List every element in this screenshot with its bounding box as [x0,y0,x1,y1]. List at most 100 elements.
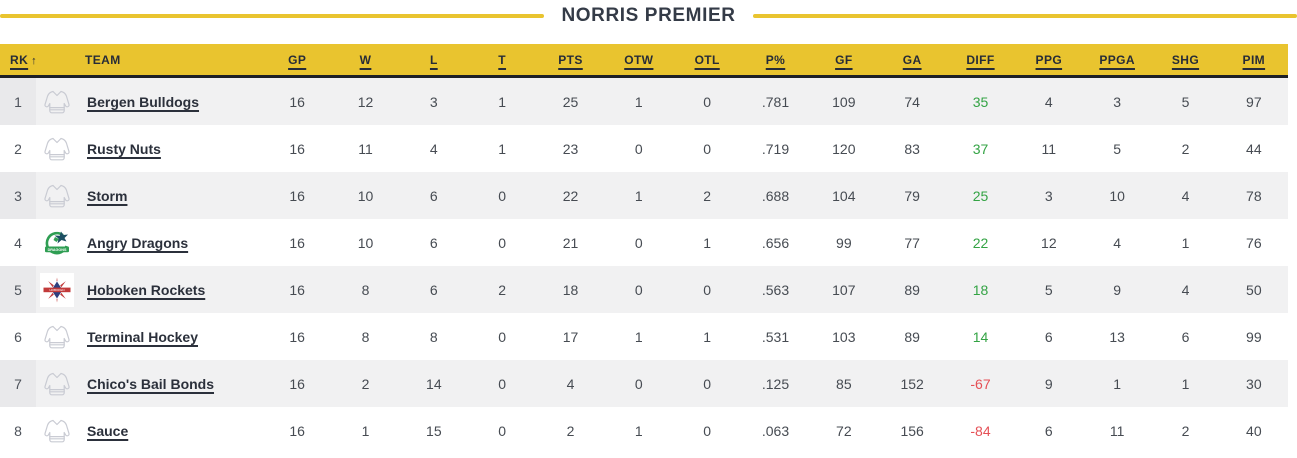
stat-ga: 89 [904,328,920,345]
stat-gf: 109 [832,93,856,110]
stat-l: 14 [426,375,442,392]
stat-pts: 2 [566,422,575,439]
stat-pim: 99 [1246,328,1262,345]
dragons-logo-icon: DRAGONS [40,225,74,260]
standings-table: RK ↑ TEAM GP W L T PTS OTW OTL P% GF GA DIFF PPG PPGA SH… [0,44,1288,454]
stat-w: 10 [357,234,374,251]
column-header-ppg[interactable]: PPG [1015,53,1083,67]
stat-ga: 74 [904,93,920,110]
stat-gf: 104 [832,187,856,204]
team-cell: Terminal Hockey [36,313,263,360]
stat-gf: 103 [832,328,856,345]
stat-pct: .656 [761,234,790,251]
column-header-label: T [498,52,507,67]
table-row: 4 DRAGONS Angry Dragons 16 10 6 0 21 0 1 .656 99 7… [0,219,1288,266]
column-header-gp[interactable]: GP [263,53,331,67]
stat-w: 10 [357,187,374,204]
column-header-label: GA [902,52,922,67]
team-cell: Sauce [36,407,263,454]
column-header-label: L [429,52,438,67]
column-header-t[interactable]: T [468,53,536,67]
stat-pim: 30 [1246,375,1262,392]
column-header-pts[interactable]: PTS [536,53,604,67]
table-row: 7 Chico's Bail Bonds 16 2 14 0 4 0 0 .125 85 152 -6… [0,360,1288,407]
stat-ga: 89 [904,281,920,298]
column-header-pim[interactable]: PIM [1220,53,1288,67]
column-header-otw[interactable]: OTW [605,53,673,67]
stat-gf: 99 [836,234,852,251]
stat-shg: 4 [1181,281,1190,298]
stat-t: 0 [498,375,507,392]
title-divider-left [0,14,545,18]
stat-pct: .125 [761,375,790,392]
league-title: NORRIS PREMIER [561,5,736,26]
column-header-ga[interactable]: GA [878,53,946,67]
stat-ppga: 10 [1109,187,1125,204]
column-header-diff[interactable]: DIFF [946,53,1014,67]
stat-diff: 35 [972,93,989,110]
table-row: 1 Bergen Bulldogs 16 12 3 1 25 1 0.781 109 74 35 4 3… [0,78,1288,125]
column-header-ppga[interactable]: PPGA [1083,53,1151,67]
team-link[interactable]: Sauce [87,422,129,439]
stat-ga: 156 [900,422,924,439]
stat-gp: 16 [289,281,305,298]
stat-otw: 0 [634,281,643,298]
rank-cell: 7 [0,360,36,407]
stat-w: 8 [361,328,370,345]
rockets-logo-icon: HOBOKEN [40,272,74,307]
sort-asc-icon: ↑ [31,54,38,67]
team-cell: Rusty Nuts [36,125,263,172]
stat-otw: 0 [634,140,643,157]
team-link[interactable]: Bergen Bulldogs [87,93,200,110]
stat-ppg: 3 [1044,187,1053,204]
stat-otl: 1 [703,234,712,251]
column-header-w[interactable]: W [331,53,399,67]
team-link[interactable]: Storm [87,187,128,204]
team-cell: HOBOKEN Hoboken Rockets [36,266,263,313]
table-row: 5 HOBOKEN Hoboken Rockets 16 8 6 2 18 0 0 .563 10… [0,266,1288,313]
team-link[interactable]: Hoboken Rockets [87,281,206,298]
stat-pts: 4 [566,375,575,392]
column-header-label: PPGA [1099,52,1135,67]
column-header-rk[interactable]: RK ↑ [0,52,38,67]
jersey-icon [40,85,74,119]
team-cell: Storm [36,172,263,219]
column-header-label: DIFF [966,52,995,67]
column-header-label: OTL [694,52,720,67]
column-header-shg[interactable]: SHG [1151,53,1219,67]
stat-diff: 22 [972,234,989,251]
team-link[interactable]: Terminal Hockey [87,328,199,345]
table-header: RK ↑ TEAM GP W L T PTS OTW OTL P% GF GA DIFF PPG PPGA SH… [0,44,1288,78]
stat-ppg: 11 [1041,140,1057,157]
jersey-icon [40,367,74,401]
team-link[interactable]: Chico's Bail Bonds [87,375,215,392]
column-header-team: TEAM [36,53,263,67]
team-link[interactable]: Rusty Nuts [87,140,161,157]
stat-shg: 1 [1181,375,1190,392]
team-link[interactable]: Angry Dragons [87,234,189,251]
stat-gp: 16 [289,93,305,110]
jersey-icon [40,179,74,213]
stat-ppg: 6 [1044,328,1053,345]
column-header-label: SHG [1171,52,1200,67]
stat-ppga: 3 [1113,93,1122,110]
column-header-label: W [359,52,372,67]
stat-t: 0 [498,234,507,251]
stat-l: 3 [429,93,438,110]
stat-diff: -67 [970,375,991,392]
team-cell: DRAGONS Angry Dragons [36,219,263,266]
column-header-otl[interactable]: OTL [673,53,741,67]
column-header-l[interactable]: L [400,53,468,67]
stat-ppga: 13 [1109,328,1125,345]
team-cell: Chico's Bail Bonds [36,360,263,407]
stat-pim: 78 [1246,187,1262,204]
column-header-gf[interactable]: GF [810,53,878,67]
column-header-pct[interactable]: P% [741,53,809,67]
column-header-label: OTW [624,52,654,67]
stat-gp: 16 [289,140,305,157]
stat-ppga: 4 [1113,234,1122,251]
column-header-label: RK [10,52,29,67]
stat-otl: 2 [703,187,712,204]
stat-pts: 22 [562,187,579,204]
table-row: 3 Storm 16 10 6 0 22 1 2.688 104 79 25 3 10 4 78 [0,172,1288,219]
